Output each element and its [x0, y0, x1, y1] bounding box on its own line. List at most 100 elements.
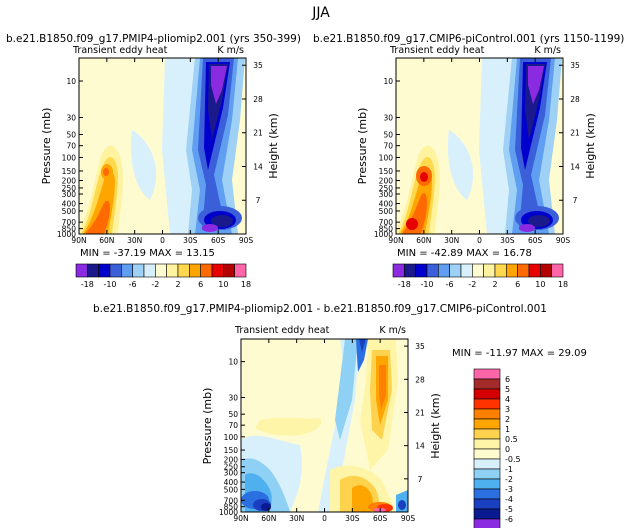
y-tick-label: 70 — [66, 142, 76, 151]
y-tick-label: 10 — [66, 77, 76, 86]
colorbar-label: -10 — [420, 280, 433, 289]
colorbar-swatch — [98, 263, 111, 278]
colorbar-swatch — [415, 263, 428, 278]
y-tick-label: 150 — [62, 167, 77, 176]
y2-tick-label: 21 — [415, 408, 425, 417]
colorbar-swatch — [87, 263, 99, 278]
y2-tick-label: 21 — [570, 129, 580, 138]
x-tick-label: 0 — [322, 514, 327, 523]
colorbar-swatch — [166, 263, 179, 278]
x-tick-label: 0 — [477, 236, 482, 245]
colorbar-label: -2 — [468, 280, 476, 289]
panel-3-min-max: MIN = -11.97 MAX = 29.09 — [452, 348, 587, 359]
panel-1-min-max: MIN = -37.19 MAX = 13.15 — [80, 248, 215, 259]
colorbar-swatch — [404, 263, 416, 278]
panel-3-y2label: Height (km) — [429, 393, 442, 459]
colorbar-label: -0.5 — [505, 455, 521, 464]
colorbar-swatch — [392, 263, 405, 278]
colorbar-swatch — [494, 263, 507, 278]
panel-2-min-max: MIN = -42.89 MAX = 16.78 — [397, 248, 532, 259]
colorbar-label: 2 — [175, 280, 180, 289]
x-tick-label: 90S — [556, 236, 571, 245]
y-tick-label: 500 — [62, 207, 77, 216]
x-tick-label: 90N — [388, 236, 403, 245]
panel-1-left-label: Transient eddy heat — [72, 45, 168, 56]
colorbar-label: -3 — [505, 485, 513, 494]
colorbar-label: 4 — [505, 395, 510, 404]
colorbar-swatch — [460, 263, 473, 278]
colorbar-swatch — [473, 388, 501, 400]
x-tick-label: 90S — [239, 236, 254, 245]
colorbar-label: -18 — [81, 280, 94, 289]
x-tick-label: 90N — [233, 514, 248, 523]
y-tick-label: 50 — [66, 130, 76, 139]
y2-tick-label: 14 — [415, 442, 425, 451]
colorbar-swatch — [540, 263, 552, 278]
colorbar-label: 18 — [241, 280, 251, 289]
panel-1-title: b.e21.B1850.f09_g17.PMIP4-pliomip2.001 (… — [6, 33, 301, 45]
colorbar-swatch — [473, 448, 501, 460]
y-tick-label: 30 — [228, 394, 238, 403]
x-tick-label: 30S — [345, 514, 360, 523]
colorbar-swatch — [473, 488, 501, 500]
colorbar-swatch — [143, 263, 156, 278]
x-tick-label: 60N — [99, 236, 114, 245]
colorbar-swatch — [517, 263, 530, 278]
colorbar-swatch — [109, 263, 122, 278]
panel-1-plot-area — [78, 57, 247, 235]
panel-1-y2label: Height (km) — [267, 113, 280, 179]
page-title: JJA — [311, 5, 330, 21]
colorbar-swatch — [483, 263, 496, 278]
y2-tick-label: 35 — [570, 61, 580, 70]
colorbar-swatch — [473, 398, 501, 410]
y2-tick-label: 28 — [253, 95, 263, 104]
panel-3-title: b.e21.B1850.f09_g17.PMIP4-pliomip2.001 -… — [93, 303, 547, 315]
y-tick-label: 10 — [228, 358, 238, 367]
y-tick-label: 250 — [224, 463, 239, 472]
y-tick-label: 300 — [379, 190, 394, 199]
x-tick-label: 30S — [183, 236, 198, 245]
y2-tick-label: 28 — [570, 95, 580, 104]
y-tick-label: 1000 — [374, 230, 393, 239]
y-tick-label: 50 — [228, 410, 238, 419]
colorbar-swatch — [551, 263, 564, 278]
colorbar-label: -1 — [505, 465, 513, 474]
panel-3-units: K m/s — [379, 325, 406, 336]
colorbar-label: 18 — [558, 280, 568, 289]
panel-3: b.e21.B1850.f09_g17.PMIP4-pliomip2.001 -… — [93, 303, 587, 528]
y2-tick-label: 21 — [253, 129, 263, 138]
y2-tick-label: 28 — [415, 375, 425, 384]
panel-2-left-label: Transient eddy heat — [389, 45, 485, 56]
y-tick-label: 250 — [62, 184, 77, 193]
colorbar-swatch — [223, 263, 235, 278]
y-tick-label: 200 — [62, 177, 77, 186]
colorbar-label: 2 — [505, 415, 510, 424]
colorbar-label: 0.5 — [505, 435, 518, 444]
panel-2-units: K m/s — [534, 45, 561, 56]
colorbar-swatch — [473, 368, 501, 380]
colorbar-swatch — [473, 378, 501, 390]
colorbar-swatch — [473, 438, 501, 450]
colorbar-label: 6 — [505, 375, 510, 384]
panel-3-ticks — [240, 339, 409, 513]
colorbar-label: -6 — [129, 280, 137, 289]
y-tick-label: 850 — [62, 225, 77, 234]
y-tick-label: 100 — [224, 433, 239, 442]
colorbar-swatch — [200, 263, 213, 278]
colorbar-label: -18 — [398, 280, 411, 289]
colorbar-swatch — [189, 263, 201, 278]
y-tick-label: 850 — [224, 503, 239, 512]
x-tick-label: 90S — [401, 514, 416, 523]
colorbar-label: 6 — [515, 280, 520, 289]
colorbar-swatch — [132, 263, 145, 278]
colorbar-label: 6 — [198, 280, 203, 289]
y-tick-label: 1000 — [57, 230, 76, 239]
colorbar-swatch — [75, 263, 88, 278]
y-tick-label: 400 — [379, 200, 394, 209]
panel-2: b.e21.B1850.f09_g17.CMIP6-piControl.001 … — [313, 33, 624, 289]
x-tick-label: 30N — [444, 236, 459, 245]
colorbar-swatch — [473, 518, 501, 528]
x-tick-label: 0 — [160, 236, 165, 245]
colorbar-swatch — [473, 508, 501, 520]
